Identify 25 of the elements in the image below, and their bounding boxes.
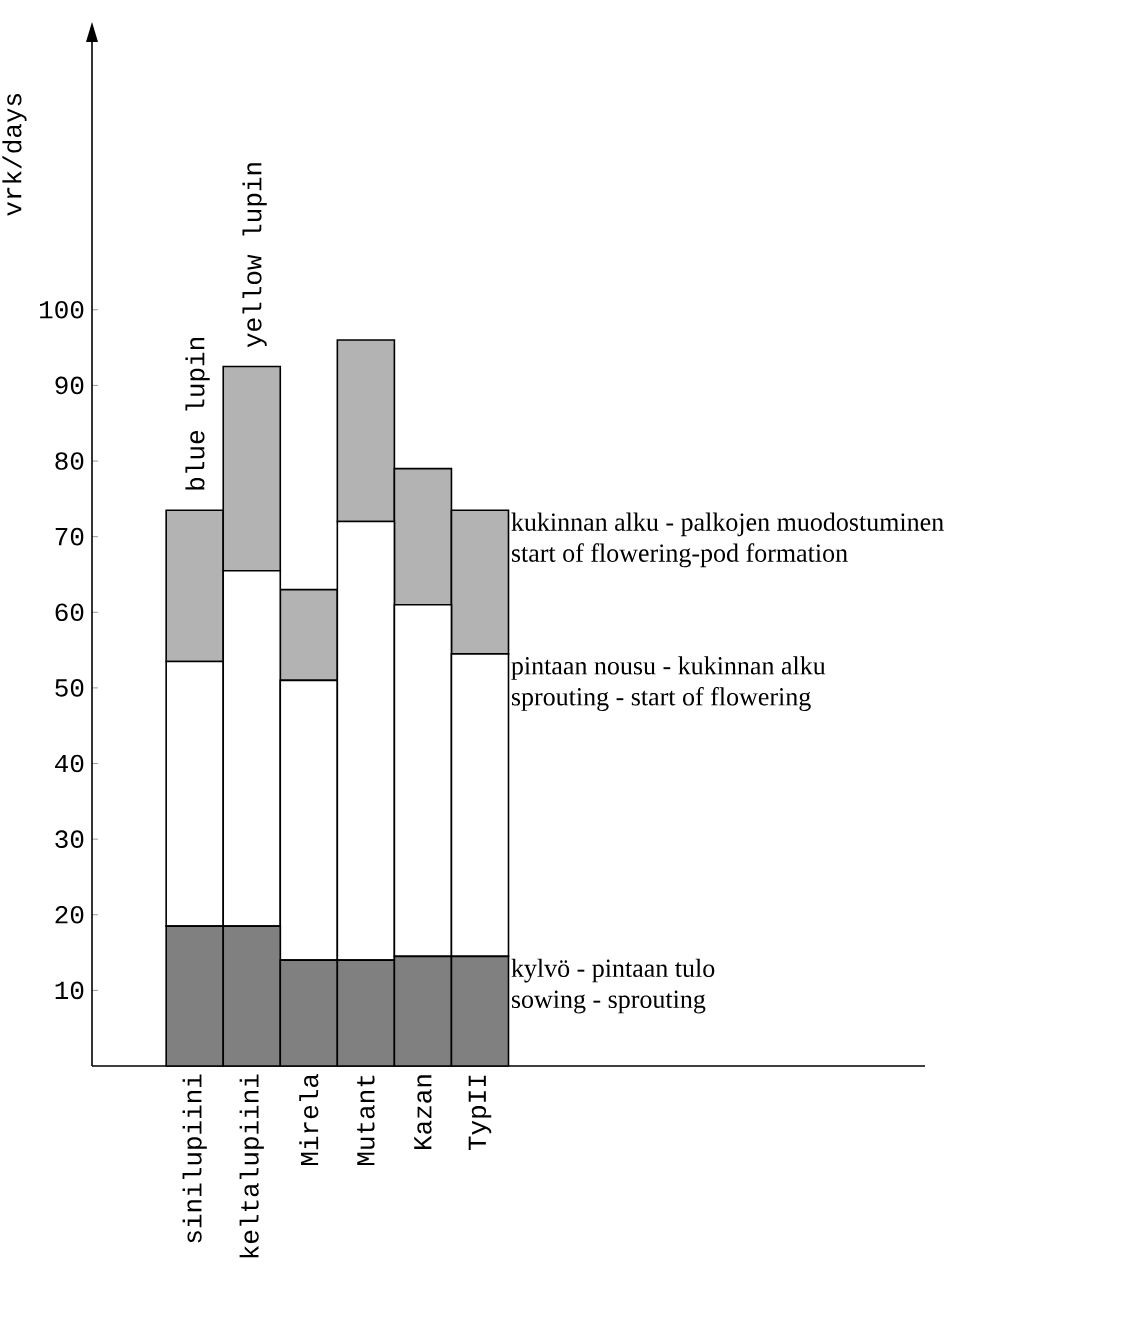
series-label: kukinnan alku - palkojen muodostuminen	[511, 512, 944, 537]
series-label: pintaan nousu - kukinnan alku	[511, 656, 826, 680]
x-tick-label: sinilupiini	[182, 1074, 207, 1243]
y-tick-label: 80	[55, 452, 84, 470]
x-tick-label: TypII	[468, 1075, 492, 1151]
x-tick-label: Mutant	[357, 1075, 375, 1166]
y-tick-label: 30	[55, 830, 84, 848]
text: sowing - sprouting	[511, 990, 706, 1014]
text: start of flowering-pod formation	[511, 543, 848, 568]
y-tick-label: 10	[55, 981, 84, 1000]
text: sprouting - start of flowering	[511, 686, 811, 711]
x-tick-label: Mirela	[299, 1073, 319, 1166]
y-tick-label: 70	[55, 527, 84, 546]
y-tick-label: 100	[40, 300, 84, 319]
y-tick-label: 40	[55, 754, 84, 773]
x-tick-label: keltalupiini	[239, 1074, 264, 1258]
x-tick-label: Kazan	[414, 1075, 432, 1150]
y-tick-label: 90	[55, 376, 84, 395]
y-tick-label: 60	[55, 603, 84, 622]
y-tick-label: 50	[55, 679, 84, 697]
series-label: kylvö - pintaan tulo	[511, 958, 715, 983]
y-axis-title: vrk/days	[2, 94, 27, 216]
annotation: yellow lupin	[242, 163, 267, 348]
y-tick-label: 20	[55, 905, 84, 924]
annotation: blue lupin	[185, 338, 210, 490]
